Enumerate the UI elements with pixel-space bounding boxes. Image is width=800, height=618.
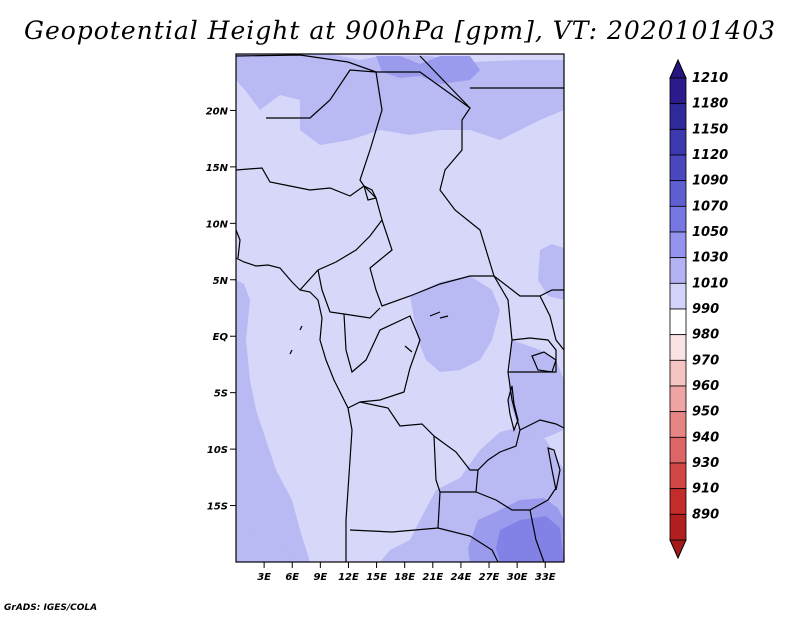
lat-tick-label: EQ xyxy=(213,332,229,343)
lat-tick-label: 20N xyxy=(206,106,229,117)
border-uganda xyxy=(508,337,557,373)
colorbar-swatch xyxy=(669,205,687,233)
colorbar-label: 930 xyxy=(692,456,719,471)
colorbar-swatch xyxy=(669,257,687,284)
field-region-1030-central xyxy=(410,276,500,372)
field-region-1030-west xyxy=(236,280,310,562)
field-region-1030-north xyxy=(236,54,564,145)
border-libya-north xyxy=(419,55,471,109)
colorbar-swatch xyxy=(669,282,687,310)
border-zambia xyxy=(475,487,557,511)
field-region-1030-east xyxy=(508,340,564,440)
lake-malawi xyxy=(547,447,561,491)
border-car-chad xyxy=(369,219,540,307)
lake-tanganyika xyxy=(507,385,519,432)
coastline-west xyxy=(235,257,353,562)
lat-tick-label: 15N xyxy=(206,163,229,174)
lon-tick-label: 27E xyxy=(479,572,500,583)
chart-title: Geopotential Height at 900hPa [gpm], VT:… xyxy=(23,16,777,45)
colorbar-swatch xyxy=(669,77,687,105)
colorbar-swatch xyxy=(669,154,687,182)
colorbar-label: 1120 xyxy=(692,148,728,163)
colorbar-label: 970 xyxy=(692,353,719,368)
colorbar-swatch xyxy=(669,411,687,438)
border-libya xyxy=(376,71,495,277)
lon-tick-label: 33E xyxy=(535,572,556,583)
lon-tick-label: 3E xyxy=(257,572,271,583)
border-cameroon xyxy=(317,269,381,319)
lake-victoria xyxy=(531,351,557,373)
lon-tick-label: 18E xyxy=(394,572,415,583)
lon-tick-label: 15E xyxy=(366,572,387,583)
border-sudan-south xyxy=(539,289,564,297)
colorbar-swatch xyxy=(669,359,687,387)
colorbar-swatch xyxy=(669,436,687,464)
colorbar-swatch xyxy=(669,513,687,541)
border-algeria xyxy=(235,54,377,73)
colorbar-label: 940 xyxy=(692,430,719,445)
lat-tick-label: 5S xyxy=(214,389,228,400)
colorbar-swatch xyxy=(669,488,687,515)
lat-tick-label: 15S xyxy=(207,502,228,513)
lon-tick-label: 21E xyxy=(422,572,443,583)
colorbar-label: 950 xyxy=(692,405,719,420)
border-angola-south xyxy=(349,527,499,563)
colorbar-label: 1030 xyxy=(692,251,728,266)
colorbar-swatch xyxy=(669,103,687,130)
colorbar-bottom-arrow xyxy=(669,539,687,560)
colorbar-label: 1050 xyxy=(692,225,728,240)
map-frame xyxy=(235,53,565,563)
border-congo xyxy=(343,313,421,403)
lon-tick-label: 30E xyxy=(507,572,528,583)
colorbar-label: 960 xyxy=(692,379,719,394)
lake-chad xyxy=(363,184,377,201)
border-tanzania xyxy=(519,419,565,431)
height-field xyxy=(236,54,564,562)
lat-tick-label: 10S xyxy=(207,445,228,456)
colorbar-swatch xyxy=(669,385,687,413)
colorbar-label: 890 xyxy=(692,507,719,522)
colorbar-label: 910 xyxy=(692,482,719,497)
lat-tick-label: 5N xyxy=(213,276,229,287)
lat-tick-label: 10N xyxy=(206,219,229,230)
colorbar-label: 1150 xyxy=(692,122,728,137)
colorbar: 1210 1180 1150 1120 1090 1070 1050 1030 1010 990 9… xyxy=(669,58,728,560)
lon-tick-label: 12E xyxy=(338,572,359,583)
river-congo xyxy=(289,311,449,355)
border-namibia xyxy=(437,491,441,529)
border-drc-east xyxy=(347,275,521,471)
colorbar-top-arrow xyxy=(669,58,687,79)
field-region-1050-north xyxy=(376,56,480,84)
colorbar-label: 1180 xyxy=(692,97,728,112)
colorbar-swatch xyxy=(669,180,687,207)
country-borders xyxy=(235,54,565,563)
field-region-1030-southwest xyxy=(236,528,296,562)
colorbar-swatch xyxy=(669,128,687,156)
colorbar-label: 990 xyxy=(692,302,719,317)
coastline-west-upper xyxy=(235,229,241,259)
colorbar-label: 1090 xyxy=(692,174,728,189)
lon-tick-label: 24E xyxy=(451,572,472,583)
colorbar-label: 980 xyxy=(692,328,719,343)
colorbar-swatch xyxy=(669,231,687,259)
colorbar-label: 1070 xyxy=(692,199,728,214)
grads-footer: GrADS: IGES/COLA xyxy=(4,603,98,613)
colorbar-swatch xyxy=(669,308,687,336)
field-region-1070-southeast xyxy=(496,516,564,562)
colorbar-label: 1210 xyxy=(692,71,728,86)
field-region-1030-northeast xyxy=(538,244,564,300)
border-mozambique xyxy=(529,509,545,563)
border-kenya xyxy=(539,295,565,351)
lon-tick-label: 6E xyxy=(285,572,299,583)
lon-tick-label: 9E xyxy=(313,572,327,583)
map-axes: 20N 15N 10N 5N EQ 5S 10S 15S 3E 6E 9E 12E 15E 18E 21E 2… xyxy=(206,53,565,583)
colorbar-swatch xyxy=(669,334,687,361)
colorbar-label: 1010 xyxy=(692,276,728,291)
colorbar-swatch xyxy=(669,462,687,490)
